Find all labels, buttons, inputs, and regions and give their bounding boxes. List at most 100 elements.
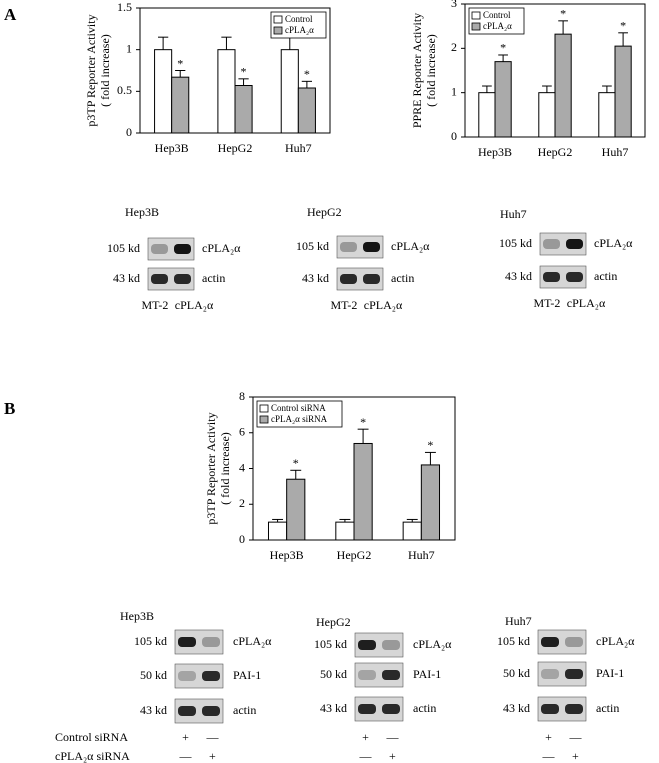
x-tick-label: Hep3B [270, 548, 304, 562]
band-size: 50 kd [320, 667, 347, 681]
protein-label: PAI-1 [233, 668, 261, 682]
lane-label: cPLA₂α [175, 298, 214, 312]
cell-line: HepG2 [307, 205, 342, 219]
blot-band [363, 274, 380, 284]
blot-band [565, 637, 583, 647]
bar [554, 33, 572, 138]
blot-band [151, 244, 168, 254]
y-tick-label: 6 [239, 425, 245, 439]
lane-label: MT-2 [141, 298, 168, 312]
legend-label: cPLA₂α siRNA [271, 414, 328, 424]
bar [286, 478, 306, 541]
condition-sign: — [359, 749, 373, 763]
bar [614, 45, 632, 138]
y-tick-label: 1 [451, 84, 457, 98]
y-tick-label: 0 [239, 532, 245, 546]
x-tick-label: Huh7 [285, 141, 312, 155]
protein-label: PAI-1 [596, 666, 624, 680]
y-tick-label: 3 [451, 0, 457, 10]
bar [420, 464, 441, 541]
blot-band [340, 274, 357, 284]
cell-line: Hep3B [125, 205, 159, 219]
blot-band [565, 704, 583, 714]
blot-band [382, 670, 400, 680]
legend-swatch [273, 15, 283, 24]
x-tick-label: Huh7 [602, 145, 629, 159]
blot-strip [539, 232, 587, 256]
cell-line: Huh7 [505, 614, 532, 628]
condition-sign: + [545, 730, 552, 744]
legend-swatch [273, 26, 283, 35]
legend-label: cPLA₂α [285, 25, 314, 35]
protein-label: actin [594, 269, 617, 283]
y-axis-title: ( fold increase) [424, 34, 438, 107]
bar [494, 61, 512, 138]
significance-mark: * [293, 456, 299, 470]
band-size: 43 kd [140, 703, 167, 717]
blot-band [202, 671, 220, 681]
condition-sign: — [205, 730, 219, 744]
protein-label: cPLA₂α [233, 634, 272, 648]
bar [267, 521, 288, 541]
y-tick-label: 8 [239, 389, 245, 403]
condition-sign: — [542, 749, 556, 763]
condition-label: Control siRNA [55, 730, 128, 744]
blot-strip [336, 267, 384, 291]
band-size: 43 kd [505, 269, 532, 283]
protein-label: actin [413, 701, 436, 715]
blot-band [382, 640, 400, 650]
y-tick-label: 0 [126, 125, 132, 139]
y-tick-label: 2 [239, 496, 245, 510]
significance-mark: * [177, 56, 183, 70]
protein-label: cPLA₂α [391, 239, 430, 253]
blot-band [202, 706, 220, 716]
blot-band [358, 704, 376, 714]
blot-band [566, 272, 583, 282]
bar [280, 49, 299, 134]
bar [478, 92, 496, 138]
protein-label: actin [233, 703, 256, 717]
protein-label: cPLA₂α [596, 634, 635, 648]
condition-sign: + [389, 749, 396, 763]
panel-label: A [4, 5, 17, 24]
band-size: 43 kd [503, 701, 530, 715]
y-axis-title: ( fold increase) [98, 34, 112, 107]
legend-box [256, 400, 343, 428]
band-size: 105 kd [296, 239, 329, 253]
lane-label: MT-2 [330, 298, 357, 312]
blot-band [565, 669, 583, 679]
lane-label: MT-2 [533, 296, 560, 310]
band-size: 50 kd [503, 666, 530, 680]
blot-band [178, 706, 196, 716]
band-size: 43 kd [113, 271, 140, 285]
bar [335, 521, 355, 541]
band-size: 105 kd [499, 236, 532, 250]
protein-label: actin [391, 271, 414, 285]
y-axis-title: PPRE Reporter Activity [410, 13, 424, 128]
band-size: 105 kd [314, 637, 347, 651]
y-tick-label: 4 [239, 460, 245, 474]
condition-sign: — [179, 749, 193, 763]
protein-label: actin [202, 271, 225, 285]
legend-label: Control [285, 14, 313, 24]
significance-mark: * [500, 41, 506, 55]
blot-band [202, 637, 220, 647]
x-tick-label: HepG2 [337, 548, 372, 562]
lane-label: cPLA₂α [364, 298, 403, 312]
blot-band [363, 242, 380, 252]
blot-band [566, 239, 583, 249]
protein-label: cPLA₂α [202, 241, 241, 255]
blot-band [382, 704, 400, 714]
significance-mark: * [620, 19, 626, 33]
protein-label: cPLA₂α [594, 236, 633, 250]
condition-sign: + [572, 749, 579, 763]
blot-band [174, 274, 191, 284]
band-size: 105 kd [107, 241, 140, 255]
legend-swatch [471, 22, 481, 31]
legend-swatch [259, 415, 269, 424]
significance-mark: * [360, 415, 366, 429]
protein-label: actin [596, 701, 619, 715]
significance-mark: * [560, 7, 566, 21]
band-size: 43 kd [302, 271, 329, 285]
